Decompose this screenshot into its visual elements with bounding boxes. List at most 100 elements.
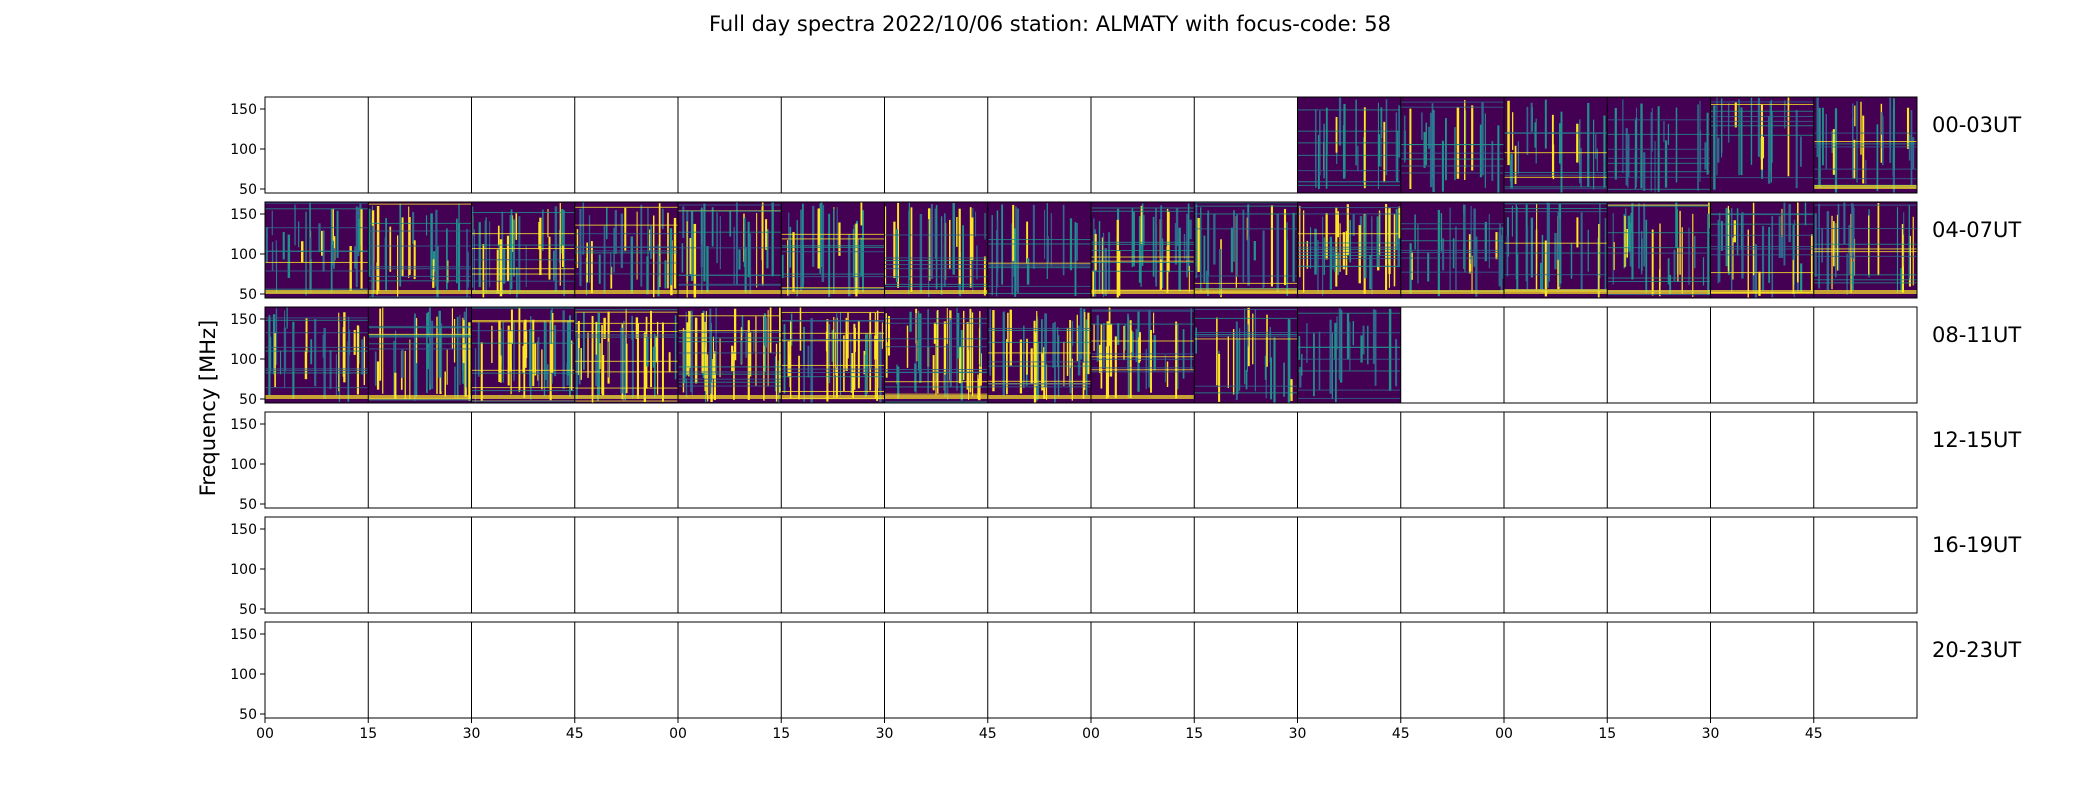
spectrum-channel <box>884 276 988 278</box>
spectrum-burst <box>969 207 972 288</box>
spectrum-channel <box>1710 125 1814 127</box>
spectrum-channel <box>471 320 575 322</box>
spectrum-channel <box>678 247 782 249</box>
spectrum-channel <box>574 273 678 275</box>
spectrum-burst <box>408 206 410 279</box>
spectrum-burst <box>1207 213 1209 297</box>
spectrum-burst <box>1166 246 1169 293</box>
spectrum-burst <box>1428 126 1431 149</box>
spectrum-burst <box>1093 324 1095 351</box>
y-tick-label: 100 <box>230 457 257 473</box>
spectrum-burst <box>930 204 933 280</box>
spectrum-burst <box>855 223 858 297</box>
spectrum-channel <box>1400 271 1504 273</box>
spectrum-channel <box>574 246 678 248</box>
spectrum-burst <box>1306 240 1309 269</box>
spectrum-burst <box>323 327 326 399</box>
spectrum-burst <box>703 203 706 282</box>
spectrum-burst <box>850 333 852 394</box>
y-tick-label: 100 <box>230 142 257 158</box>
spectrum-channel <box>471 280 575 282</box>
row-label: 12-15UT <box>1932 428 2021 452</box>
spectrum-burst <box>1069 367 1072 394</box>
spectrum-burst <box>1071 337 1073 366</box>
spectrum-burst <box>1322 216 1324 296</box>
spectrum-burst <box>1246 338 1248 372</box>
spectrum-channel <box>1400 158 1504 160</box>
spectrum-burst <box>292 321 295 399</box>
spectrum-channel <box>1297 246 1401 248</box>
spectrum-burst <box>509 215 512 295</box>
spectrum-burst <box>554 325 557 377</box>
spectrum-burst <box>1580 212 1583 291</box>
spectrum-channel <box>678 371 782 373</box>
spectrum-burst <box>412 211 415 245</box>
spectrum-burst <box>1539 262 1542 292</box>
spectrum-burst <box>395 330 397 399</box>
spectrum-burst <box>543 320 546 396</box>
spectrum-burst <box>435 209 438 287</box>
spectrum-channel <box>1194 308 1298 310</box>
spectrum-band <box>265 395 369 399</box>
spectrum-band <box>1710 290 1814 294</box>
spectrum-burst <box>562 310 565 390</box>
spectrum-burst <box>685 311 687 377</box>
spectrum-burst <box>763 313 766 346</box>
spectrum-band <box>1400 290 1504 294</box>
spectrum-channel <box>368 268 472 270</box>
spectrum-channel <box>1194 317 1298 319</box>
spectrum-burst <box>1740 215 1743 250</box>
spectrum-burst <box>436 316 438 394</box>
spectrum-burst <box>1757 97 1761 157</box>
spectrum-burst <box>1730 208 1733 293</box>
spectrum-burst <box>1138 337 1141 363</box>
spectrum-burst <box>1473 208 1476 267</box>
spectrum-burst <box>1818 203 1820 289</box>
spectrum-channel <box>1194 213 1298 215</box>
spectrum-band <box>884 290 988 294</box>
spectrum-burst <box>595 354 598 387</box>
spectra-row-20-23UT: 50 100 150 20-23UT <box>230 621 2021 723</box>
spectrum-burst <box>1818 107 1821 188</box>
spectrum-panel <box>781 307 885 403</box>
spectrum-panel <box>265 307 369 403</box>
spectrum-burst <box>1109 323 1113 377</box>
spectrum-burst <box>1044 313 1047 388</box>
spectrum-burst <box>1124 324 1126 351</box>
row-label: 08-11UT <box>1932 323 2021 347</box>
spectrum-channel <box>1297 233 1401 235</box>
spectrum-burst <box>431 320 434 389</box>
spectrum-burst <box>788 212 790 297</box>
spectrum-burst <box>1851 117 1854 179</box>
spectrum-burst <box>426 313 428 393</box>
spectrum-burst <box>516 267 518 298</box>
spectrum-burst <box>1677 247 1679 282</box>
spectrum-burst <box>719 216 721 270</box>
spectrum-channel <box>368 266 472 268</box>
spectrum-burst <box>1116 219 1119 298</box>
spectrum-panel <box>1813 97 1917 193</box>
spectrum-burst <box>1062 204 1065 276</box>
spectrum-burst <box>1515 204 1518 280</box>
spectrum-burst <box>588 215 591 283</box>
spectrum-burst <box>843 335 845 392</box>
spectrum-channel <box>1504 274 1608 276</box>
spectrum-burst <box>694 317 698 384</box>
spectrum-burst <box>1138 216 1141 283</box>
spectrum-burst <box>1651 107 1653 152</box>
spectrum-channel <box>884 318 988 320</box>
spectrum-channel <box>1607 252 1711 254</box>
spectrum-burst <box>764 321 767 372</box>
spectrum-burst <box>833 208 835 294</box>
spectrum-burst <box>1720 220 1723 251</box>
spectrum-burst <box>1283 362 1285 397</box>
spectrum-burst <box>771 202 774 277</box>
spectrum-burst <box>453 318 456 363</box>
spectrum-burst <box>1313 333 1315 397</box>
spectrum-burst <box>1673 249 1676 282</box>
spectrum-burst <box>1092 270 1094 297</box>
spectrum-channel <box>884 393 988 395</box>
spectrum-burst <box>338 322 341 403</box>
spectrum-channel <box>574 360 678 362</box>
spectrum-burst <box>783 323 786 394</box>
